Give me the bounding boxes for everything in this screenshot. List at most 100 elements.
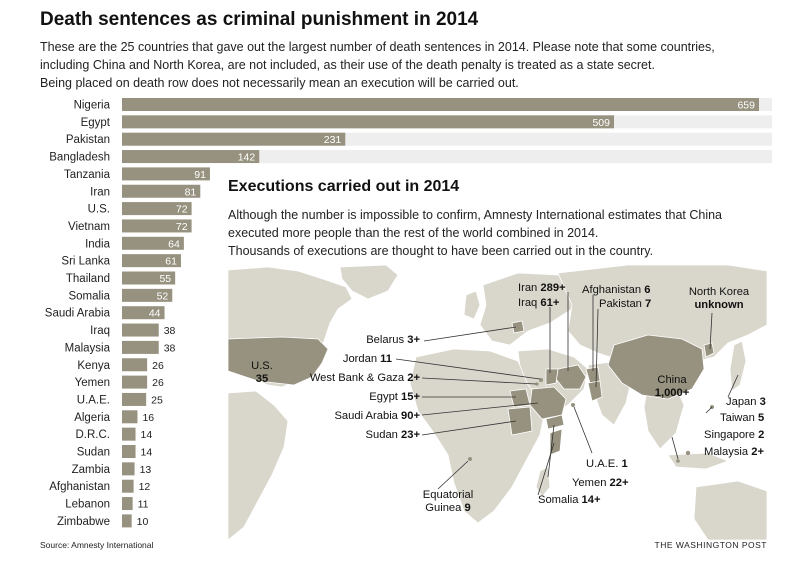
bar-d-r-c [122,427,136,441]
belarus-shape [511,320,525,334]
bar-kenya [122,358,148,372]
category-label-saudi-arabia: Saudi Arabia [45,308,111,320]
intro-line: including China and North Korea, are not… [40,58,655,72]
category-label-u-s: U.S. [88,204,110,216]
map-label-us: U.S. 35 [251,360,273,385]
leader-west-bank [421,377,537,385]
value-label-vietnam: 72 [176,221,188,233]
leader-sudan [421,420,517,436]
value-label-sudan: 14 [141,447,153,459]
egypt-shape [509,388,531,408]
leader-saudi [421,402,539,416]
category-label-tanzania: Tanzania [64,169,111,181]
value-label-yemen: 26 [152,377,164,389]
map-label-singapore: Singapore 2 [704,429,765,441]
chart-title: Death sentences as criminal punishment i… [40,9,479,30]
value-label-egypt: 509 [592,117,610,129]
bar-lebanon [122,497,133,511]
map-label-uae: U.A.E. 1 [586,458,628,470]
value-label-india: 64 [168,238,180,250]
intro-line: Being placed on death row does not neces… [40,76,519,90]
category-label-zambia: Zambia [72,464,111,476]
executions-intro: Although the number is impossible to con… [228,206,788,260]
map-label-eq-guinea: Equatorial Guinea 9 [422,489,474,514]
leader-somalia [537,442,555,496]
map-label-jordan: Jordan 11 [342,353,392,365]
bar-u-s [122,202,192,216]
bar-india [122,236,184,250]
leader-belarus [423,326,517,342]
uk-shape [463,290,481,320]
executions-intro-line: executed more people than the rest of th… [228,226,599,240]
category-label-malaysia: Malaysia [65,342,111,354]
leader-yemen [547,424,555,478]
value-label-lebanon: 11 [138,499,149,511]
value-label-malaysia: 38 [164,342,176,354]
iraq-shape [545,368,559,386]
category-label-sudan: Sudan [77,447,110,459]
bar-track-bangladesh [122,150,772,164]
bar-pakistan [122,132,346,146]
map-label-japan: Japan 3 [726,396,766,408]
executions-intro-line: Thousands of executions are thought to h… [228,244,654,258]
leader-uae [573,406,593,454]
value-label-tanzania: 91 [194,169,206,181]
map-label-north-korea: North Korea unknown [688,286,750,311]
yemen-shape [545,414,565,430]
value-label-kenya: 26 [152,360,164,372]
value-label-zimbabwe: 10 [137,516,149,528]
map-label-pakistan: Pakistan 7 [599,298,652,310]
uae-dot [571,403,575,407]
bar-malaysia [122,340,159,354]
sudan-shape [507,406,533,436]
category-label-u-a-e: U.A.E. [77,394,110,406]
bar-egypt [122,115,615,129]
map-label-afghanistan: Afghanistan 6 [582,284,651,296]
map-label-iraq: Iraq 61+ [518,297,560,309]
indonesia-shape [667,452,730,470]
map-label-belarus: Belarus 3+ [366,334,420,346]
map-label-yemen: Yemen 22+ [572,477,629,489]
bar-saudi-arabia [122,306,165,320]
category-label-zimbabwe: Zimbabwe [57,516,110,528]
leader-taiwan [705,406,713,414]
china-shape [607,334,705,400]
singapore-dot [676,459,680,463]
map-label-taiwan: Taiwan 5 [720,412,765,424]
value-label-zambia: 13 [140,464,152,476]
bar-vietnam [122,219,192,233]
west-bank-dot [535,382,539,386]
category-label-d-r-c: D.R.C. [76,429,111,441]
bar-somalia [122,288,173,302]
europe-shape [479,272,581,346]
bar-sudan [122,445,136,458]
category-label-nigeria: Nigeria [74,100,111,112]
value-label-algeria: 16 [142,412,154,424]
map-label-china: China 1,000+ [654,374,690,399]
category-label-iraq: Iraq [90,325,110,337]
value-label-nigeria: 659 [737,100,755,112]
publisher-credit: THE WASHINGTON POST [654,540,767,550]
executions-title: Executions carried out in 2014 [228,178,460,195]
leader-japan [727,374,739,398]
japan-shape [729,340,747,392]
bar-iran [122,184,201,198]
map-label-iran: Iran 289+ [518,282,566,294]
bar-sri-lanka [122,254,181,268]
bar-tanzania [122,167,210,181]
eq-guinea-dot [468,457,472,461]
map-label-west-bank: West Bank & Gaza 2+ [309,372,420,384]
leader-singapore [671,436,679,460]
leader-jordan [395,358,541,380]
malaysia-dot [685,450,691,456]
value-label-thailand: 55 [159,273,171,285]
value-label-bangladesh: 142 [238,152,256,164]
category-label-kenya: Kenya [77,360,110,372]
value-label-saudi-arabia: 44 [149,308,161,320]
category-label-yemen: Yemen [75,377,110,389]
intro-line: These are the 25 countries that gave out… [40,40,715,54]
source-note: Source: Amnesty International [40,540,154,550]
value-label-iraq: 38 [164,325,176,337]
leader-pakistan [595,308,599,388]
